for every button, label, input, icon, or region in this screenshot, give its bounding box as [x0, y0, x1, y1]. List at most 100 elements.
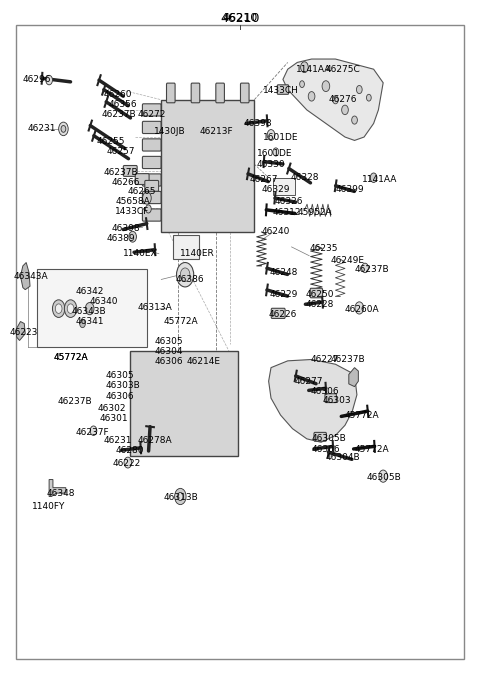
Text: 45772A: 45772A — [54, 353, 88, 362]
Text: 45952A: 45952A — [297, 208, 332, 217]
Text: 46260A: 46260A — [345, 306, 380, 315]
Text: 45772A: 45772A — [54, 353, 88, 362]
FancyBboxPatch shape — [130, 351, 238, 456]
Text: 46305: 46305 — [106, 371, 134, 380]
Polygon shape — [21, 262, 30, 289]
Text: 46210: 46210 — [222, 14, 258, 23]
Bar — [37, 269, 147, 347]
Circle shape — [177, 262, 194, 287]
Text: 46229: 46229 — [270, 290, 298, 299]
Text: 46303B: 46303B — [106, 381, 140, 390]
Circle shape — [180, 268, 190, 281]
Circle shape — [59, 122, 68, 136]
Text: 46329: 46329 — [262, 185, 290, 195]
FancyBboxPatch shape — [191, 83, 200, 103]
Circle shape — [352, 116, 358, 124]
Circle shape — [143, 192, 151, 204]
Circle shape — [333, 95, 338, 104]
Text: 46398: 46398 — [111, 224, 140, 233]
FancyBboxPatch shape — [143, 157, 161, 169]
Circle shape — [308, 91, 315, 101]
FancyBboxPatch shape — [167, 83, 175, 103]
Text: 46265: 46265 — [128, 187, 156, 196]
Circle shape — [362, 263, 368, 272]
Text: 46226: 46226 — [269, 311, 297, 319]
Circle shape — [300, 62, 308, 73]
Circle shape — [61, 125, 66, 132]
Circle shape — [366, 94, 371, 101]
Text: 46275C: 46275C — [326, 65, 360, 74]
FancyBboxPatch shape — [314, 432, 326, 441]
Circle shape — [379, 470, 387, 482]
Text: 46267: 46267 — [250, 174, 278, 184]
FancyBboxPatch shape — [240, 83, 249, 103]
Circle shape — [145, 205, 151, 213]
Text: 46278A: 46278A — [137, 437, 172, 445]
Text: 1140FY: 1140FY — [33, 502, 66, 511]
Text: 46237F: 46237F — [75, 428, 109, 437]
Text: 46231: 46231 — [28, 125, 56, 133]
Text: 46304: 46304 — [154, 347, 182, 356]
Circle shape — [300, 81, 304, 88]
Text: 46276: 46276 — [328, 95, 357, 104]
Text: 46301: 46301 — [99, 414, 128, 423]
Text: 46343B: 46343B — [72, 307, 107, 316]
Text: 46313B: 46313B — [164, 493, 198, 503]
Text: 46303: 46303 — [322, 396, 351, 405]
Text: 46231: 46231 — [104, 437, 132, 445]
Text: 46227: 46227 — [311, 355, 339, 364]
Circle shape — [64, 300, 77, 317]
Text: 46306: 46306 — [155, 357, 184, 366]
Text: 46313A: 46313A — [137, 304, 172, 313]
Polygon shape — [349, 368, 359, 387]
Text: 46237B: 46237B — [58, 397, 92, 406]
Text: 46389: 46389 — [107, 234, 135, 243]
Text: 46296: 46296 — [23, 75, 51, 84]
Text: 1433CF: 1433CF — [115, 207, 149, 216]
Text: 46305B: 46305B — [366, 473, 401, 482]
Bar — [173, 236, 199, 259]
Polygon shape — [49, 479, 66, 496]
Text: 46306: 46306 — [312, 445, 340, 454]
FancyBboxPatch shape — [161, 99, 254, 232]
Circle shape — [124, 457, 132, 468]
FancyBboxPatch shape — [143, 104, 161, 116]
Text: 46210: 46210 — [220, 12, 260, 25]
Text: 46237B: 46237B — [102, 110, 136, 119]
Circle shape — [355, 302, 364, 314]
Text: 45772A: 45772A — [355, 445, 389, 454]
FancyBboxPatch shape — [135, 174, 149, 185]
FancyBboxPatch shape — [143, 174, 161, 186]
Circle shape — [80, 319, 85, 328]
Text: 1430JB: 1430JB — [154, 127, 186, 136]
Text: 46326: 46326 — [275, 197, 303, 206]
Circle shape — [175, 488, 186, 505]
Text: 46312: 46312 — [273, 208, 301, 217]
Text: 1141AA: 1141AA — [296, 65, 332, 74]
Text: 46305B: 46305B — [312, 434, 347, 443]
Text: 46257: 46257 — [107, 148, 135, 157]
Circle shape — [85, 302, 94, 315]
Text: 46328: 46328 — [290, 173, 319, 183]
Text: 46240: 46240 — [262, 227, 290, 236]
Text: 1140EX: 1140EX — [123, 249, 158, 258]
Text: 46356: 46356 — [109, 100, 137, 109]
FancyBboxPatch shape — [145, 180, 158, 191]
Text: 46302: 46302 — [98, 404, 126, 413]
Text: 45658A: 45658A — [116, 197, 151, 206]
Polygon shape — [283, 59, 383, 140]
FancyBboxPatch shape — [143, 139, 161, 151]
Text: 45772A: 45772A — [345, 411, 380, 419]
Text: 46341: 46341 — [75, 317, 104, 326]
Text: 1140ER: 1140ER — [180, 249, 215, 258]
Text: 46237B: 46237B — [104, 168, 139, 177]
Circle shape — [67, 304, 74, 313]
Text: 46348: 46348 — [47, 488, 75, 498]
Circle shape — [357, 86, 362, 93]
Text: 46213F: 46213F — [199, 127, 233, 136]
Circle shape — [55, 304, 62, 313]
Text: 46343A: 46343A — [13, 272, 48, 281]
Circle shape — [129, 232, 136, 242]
Circle shape — [46, 76, 52, 85]
Text: 1141AA: 1141AA — [362, 174, 397, 184]
